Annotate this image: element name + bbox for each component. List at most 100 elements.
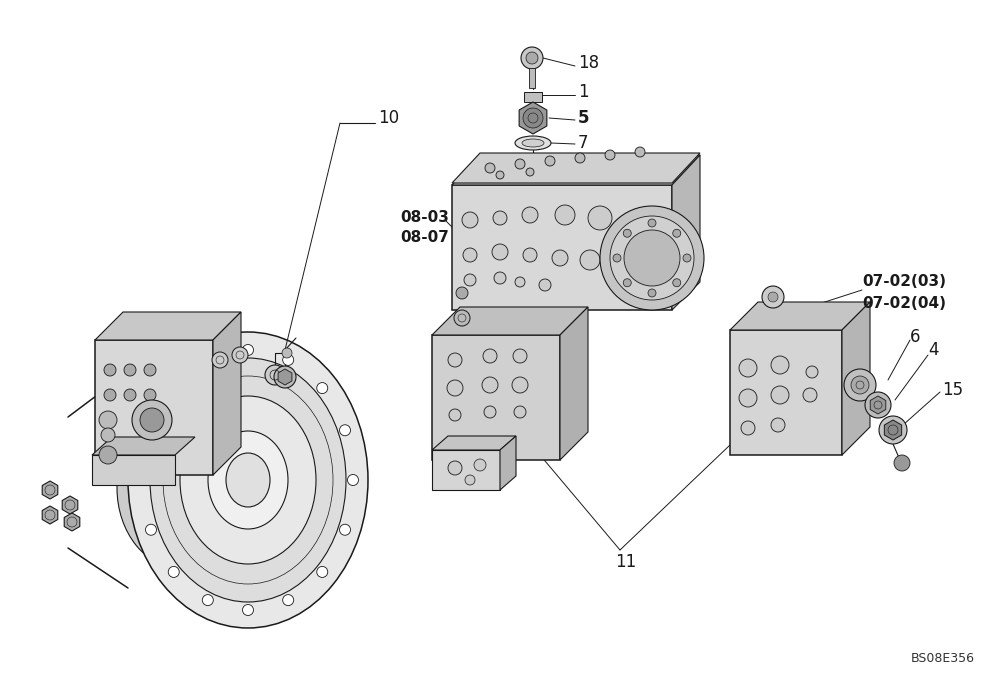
Text: 15: 15 <box>942 381 963 399</box>
Text: 18: 18 <box>578 54 599 72</box>
Circle shape <box>494 272 506 284</box>
Circle shape <box>521 47 543 69</box>
Circle shape <box>879 416 907 444</box>
Circle shape <box>232 347 248 363</box>
Circle shape <box>144 389 156 401</box>
Circle shape <box>99 446 117 464</box>
Circle shape <box>617 254 633 270</box>
Circle shape <box>138 475 148 486</box>
Text: 4: 4 <box>928 341 938 359</box>
Text: 6: 6 <box>910 328 920 346</box>
Polygon shape <box>62 496 78 514</box>
Circle shape <box>648 253 662 267</box>
Polygon shape <box>519 102 547 134</box>
Circle shape <box>493 211 507 225</box>
Circle shape <box>515 159 525 169</box>
Circle shape <box>465 475 475 485</box>
Text: 1: 1 <box>578 83 589 101</box>
Text: 08-07: 08-07 <box>400 231 449 246</box>
Circle shape <box>771 356 789 374</box>
Circle shape <box>483 349 497 363</box>
Circle shape <box>283 354 294 365</box>
Circle shape <box>348 475 358 486</box>
Circle shape <box>515 277 525 287</box>
Circle shape <box>484 406 496 418</box>
Circle shape <box>464 274 476 286</box>
Ellipse shape <box>180 396 316 564</box>
Bar <box>529 68 535 88</box>
Circle shape <box>523 248 537 262</box>
Circle shape <box>673 279 681 287</box>
Ellipse shape <box>515 136 551 150</box>
Circle shape <box>482 377 498 393</box>
Circle shape <box>242 605 254 616</box>
Ellipse shape <box>150 358 346 602</box>
Circle shape <box>739 359 757 377</box>
Circle shape <box>104 389 116 401</box>
Circle shape <box>648 289 656 297</box>
Polygon shape <box>432 450 500 490</box>
Circle shape <box>580 250 600 270</box>
Polygon shape <box>278 369 292 385</box>
Text: 08-03: 08-03 <box>400 211 449 226</box>
Circle shape <box>605 150 615 160</box>
Polygon shape <box>884 420 902 440</box>
Circle shape <box>448 461 462 475</box>
Circle shape <box>741 421 755 435</box>
Circle shape <box>613 254 621 262</box>
Circle shape <box>132 400 172 440</box>
Circle shape <box>771 418 785 432</box>
Circle shape <box>145 524 156 536</box>
Circle shape <box>265 365 285 385</box>
Circle shape <box>124 389 136 401</box>
Circle shape <box>623 229 631 237</box>
Circle shape <box>514 406 526 418</box>
Circle shape <box>202 594 213 605</box>
Circle shape <box>496 171 504 179</box>
Circle shape <box>623 279 631 287</box>
Circle shape <box>806 366 818 378</box>
Polygon shape <box>95 312 241 340</box>
Bar <box>524 92 542 102</box>
Text: 11: 11 <box>615 553 636 571</box>
Circle shape <box>673 229 681 237</box>
Circle shape <box>282 348 292 358</box>
Polygon shape <box>730 302 870 330</box>
Circle shape <box>844 369 876 401</box>
Polygon shape <box>452 155 700 185</box>
Circle shape <box>648 219 656 227</box>
Circle shape <box>474 459 486 471</box>
Polygon shape <box>432 335 560 460</box>
Text: 10: 10 <box>378 109 399 127</box>
Circle shape <box>768 292 778 302</box>
Circle shape <box>454 310 470 326</box>
Circle shape <box>512 377 528 393</box>
Circle shape <box>851 376 869 394</box>
Polygon shape <box>42 481 58 499</box>
Circle shape <box>140 408 164 432</box>
Polygon shape <box>870 396 886 414</box>
Ellipse shape <box>117 406 249 569</box>
Polygon shape <box>842 302 870 455</box>
Circle shape <box>212 352 228 368</box>
Text: 7: 7 <box>578 134 588 152</box>
Circle shape <box>652 217 668 233</box>
Circle shape <box>523 108 543 128</box>
Circle shape <box>526 52 538 64</box>
Polygon shape <box>92 455 175 485</box>
Circle shape <box>145 425 156 436</box>
Text: BS08E356: BS08E356 <box>911 652 975 665</box>
Circle shape <box>600 206 704 310</box>
Ellipse shape <box>522 139 544 147</box>
Polygon shape <box>500 436 516 490</box>
Circle shape <box>124 364 136 376</box>
Circle shape <box>99 411 117 429</box>
Polygon shape <box>213 312 241 475</box>
Circle shape <box>610 216 694 300</box>
Polygon shape <box>452 153 700 183</box>
Circle shape <box>101 428 115 442</box>
Circle shape <box>526 168 534 176</box>
Circle shape <box>625 212 645 232</box>
Circle shape <box>865 392 891 418</box>
Text: 5: 5 <box>578 109 590 127</box>
